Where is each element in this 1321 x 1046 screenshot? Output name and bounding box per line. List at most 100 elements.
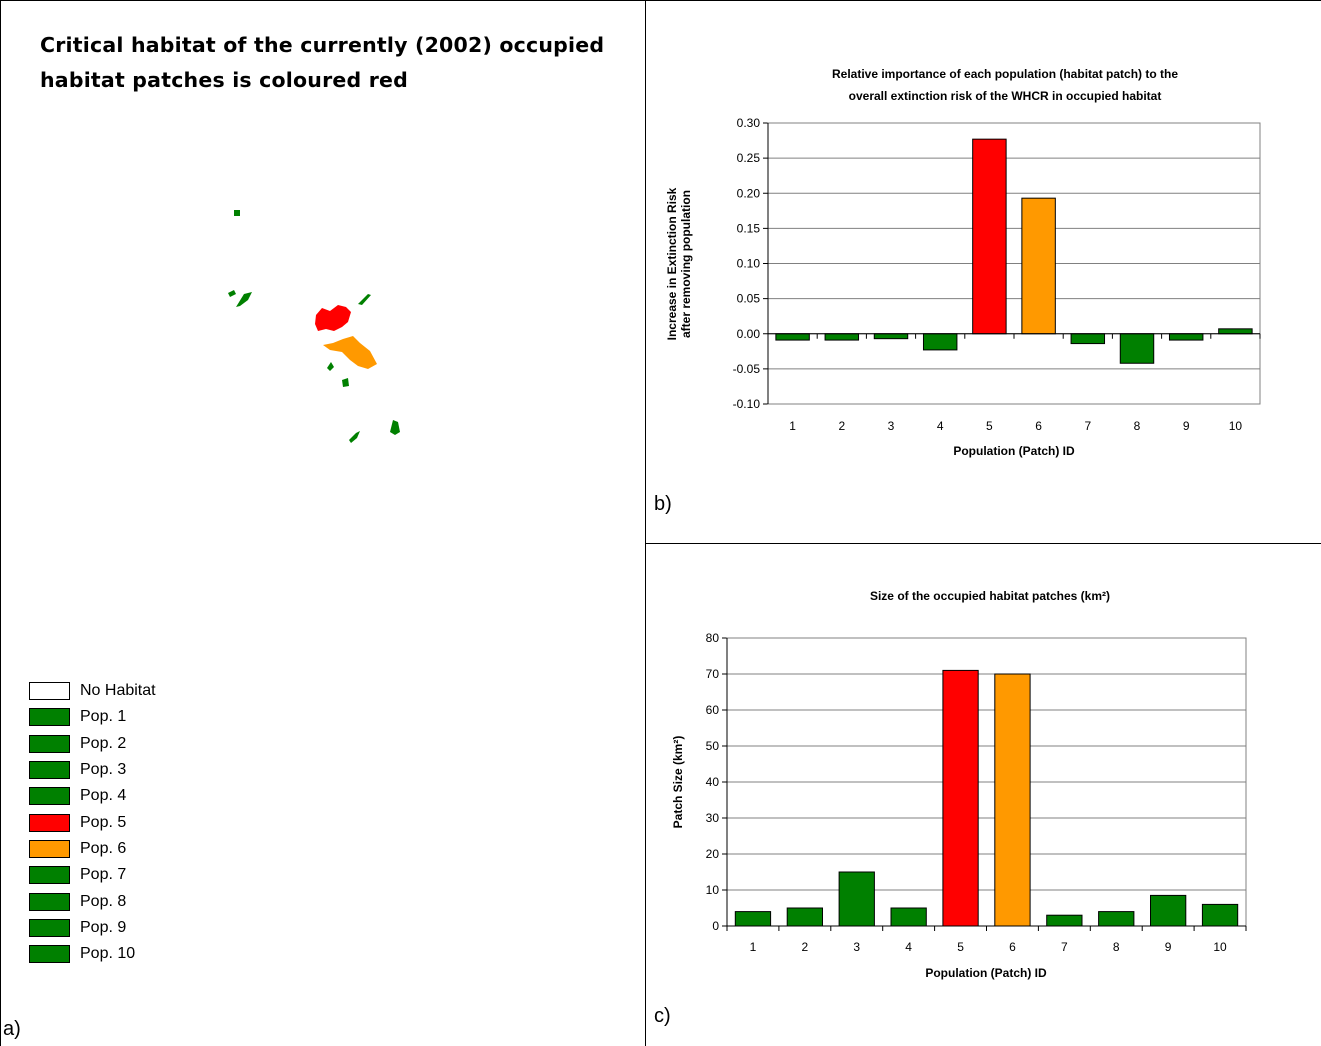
patch-pop-9 <box>349 431 360 443</box>
x-tick-label: 2 <box>838 419 845 433</box>
habitat-map <box>228 210 400 443</box>
panel-a-label: a) <box>3 1018 21 1040</box>
legend-item: Pop. 5 <box>29 809 156 835</box>
map-patches <box>228 210 400 443</box>
x-tick-label: 5 <box>957 940 964 954</box>
legend-item: Pop. 2 <box>29 731 156 757</box>
legend-swatch <box>29 945 70 964</box>
patch-pop-8 <box>342 378 349 387</box>
bar <box>734 911 772 927</box>
bar <box>824 333 860 341</box>
x-axis-title: Population (Patch) ID <box>953 444 1075 458</box>
y-tick-label: 60 <box>706 703 720 717</box>
x-tick-label: 9 <box>1183 419 1190 433</box>
legend-label: Pop. 10 <box>80 945 136 963</box>
legend-item: Pop. 4 <box>29 783 156 809</box>
y-tick-label: 0.15 <box>737 221 761 235</box>
legend-swatch <box>29 708 70 727</box>
y-tick-label: -0.10 <box>733 397 761 411</box>
x-tick-label: 10 <box>1213 940 1227 954</box>
y-axis-title: Patch Size (km²) <box>671 736 685 829</box>
legend-label: No Habitat <box>80 682 156 700</box>
bar <box>922 333 958 351</box>
bar <box>1098 911 1135 927</box>
x-tick-label: 7 <box>1061 940 1068 954</box>
bar <box>873 333 909 340</box>
legend-label: Pop. 2 <box>80 734 127 752</box>
outer-top-border <box>0 0 1321 1</box>
bar <box>972 138 1007 335</box>
y-tick-label: 0.00 <box>737 327 761 341</box>
y-axis-title-line1: Increase in Extinction Risk <box>665 187 679 340</box>
y-tick-label: 10 <box>706 883 720 897</box>
x-tick-label: 1 <box>750 940 757 954</box>
legend-swatch <box>29 734 70 753</box>
bar <box>1021 197 1056 335</box>
patch-size-chart: Size of the occupied habitat patches (km… <box>671 589 1247 980</box>
legend-item: No Habitat <box>29 678 156 704</box>
bar <box>994 673 1031 927</box>
patch-pop-10 <box>390 420 400 435</box>
y-tick-label: 50 <box>706 739 720 753</box>
patch-pop-1 <box>234 210 240 216</box>
legend-swatch <box>29 839 70 858</box>
y-axis-title-line2: after removing population <box>679 190 693 338</box>
panel-divider-horizontal <box>645 543 1321 544</box>
panel-divider-vertical <box>645 0 646 1046</box>
y-tick-label: 40 <box>706 775 720 789</box>
legend-label: Pop. 8 <box>80 892 127 910</box>
map-title-line2: habitat patches is coloured red <box>40 68 409 92</box>
legend-item: Pop. 1 <box>29 704 156 730</box>
x-tick-label: 10 <box>1229 419 1243 433</box>
legend-item: Pop. 8 <box>29 888 156 914</box>
x-tick-label: 2 <box>802 940 809 954</box>
x-tick-label: 8 <box>1134 419 1141 433</box>
panel-c-label: c) <box>654 1005 671 1027</box>
x-tick-label: 1 <box>789 419 796 433</box>
chart-title-line1: Relative importance of each population (… <box>832 67 1178 81</box>
x-tick-label: 4 <box>937 419 944 433</box>
y-tick-label: 20 <box>706 847 720 861</box>
x-tick-label: 4 <box>905 940 912 954</box>
chart-title-line2: overall extinction risk of the WHCR in o… <box>849 89 1162 103</box>
legend-item: Pop. 7 <box>29 862 156 888</box>
y-tick-label: 30 <box>706 811 720 825</box>
legend-item: Pop. 10 <box>29 941 156 967</box>
y-tick-label: 0.20 <box>737 186 761 200</box>
y-tick-label: 80 <box>706 631 720 645</box>
bar <box>786 907 823 927</box>
map-title-line1: Critical habitat of the currently (2002)… <box>40 33 605 57</box>
map-legend: No Habitat Pop. 1 Pop. 2 Pop. 3 Pop. 4 Pop. 5… <box>29 678 156 967</box>
chart-title: Size of the occupied habitat patches (km… <box>870 589 1110 603</box>
outer-left-border <box>0 0 1 1046</box>
bar <box>1168 333 1204 341</box>
legend-label: Pop. 3 <box>80 761 127 779</box>
patch-pop-3 <box>236 292 252 307</box>
legend-item: Pop. 9 <box>29 915 156 941</box>
legend-item: Pop. 6 <box>29 836 156 862</box>
legend-swatch <box>29 918 70 937</box>
x-tick-label: 9 <box>1165 940 1172 954</box>
x-tick-label: 8 <box>1113 940 1120 954</box>
legend-label: Pop. 6 <box>80 839 127 857</box>
legend-swatch <box>29 761 70 780</box>
bar <box>1201 903 1239 927</box>
patch-pop-7 <box>327 362 334 371</box>
panel-b-label: b) <box>654 493 672 515</box>
x-tick-label: 6 <box>1035 419 1042 433</box>
y-tick-label: 0 <box>712 919 719 933</box>
y-tick-label: 0.30 <box>737 116 761 130</box>
patch-pop-5 <box>315 305 351 331</box>
patch-pop-6 <box>323 336 377 369</box>
y-tick-label: 70 <box>706 667 720 681</box>
legend-swatch <box>29 892 70 911</box>
x-tick-label: 3 <box>853 940 860 954</box>
legend-label: Pop. 5 <box>80 813 127 831</box>
extinction-risk-chart: Relative importance of each population (… <box>665 67 1261 458</box>
y-tick-label: 0.25 <box>737 151 761 165</box>
x-tick-label: 3 <box>888 419 895 433</box>
legend-swatch <box>29 787 70 806</box>
x-tick-label: 5 <box>986 419 993 433</box>
x-axis-title: Population (Patch) ID <box>925 966 1047 980</box>
y-tick-label: -0.05 <box>733 362 761 376</box>
